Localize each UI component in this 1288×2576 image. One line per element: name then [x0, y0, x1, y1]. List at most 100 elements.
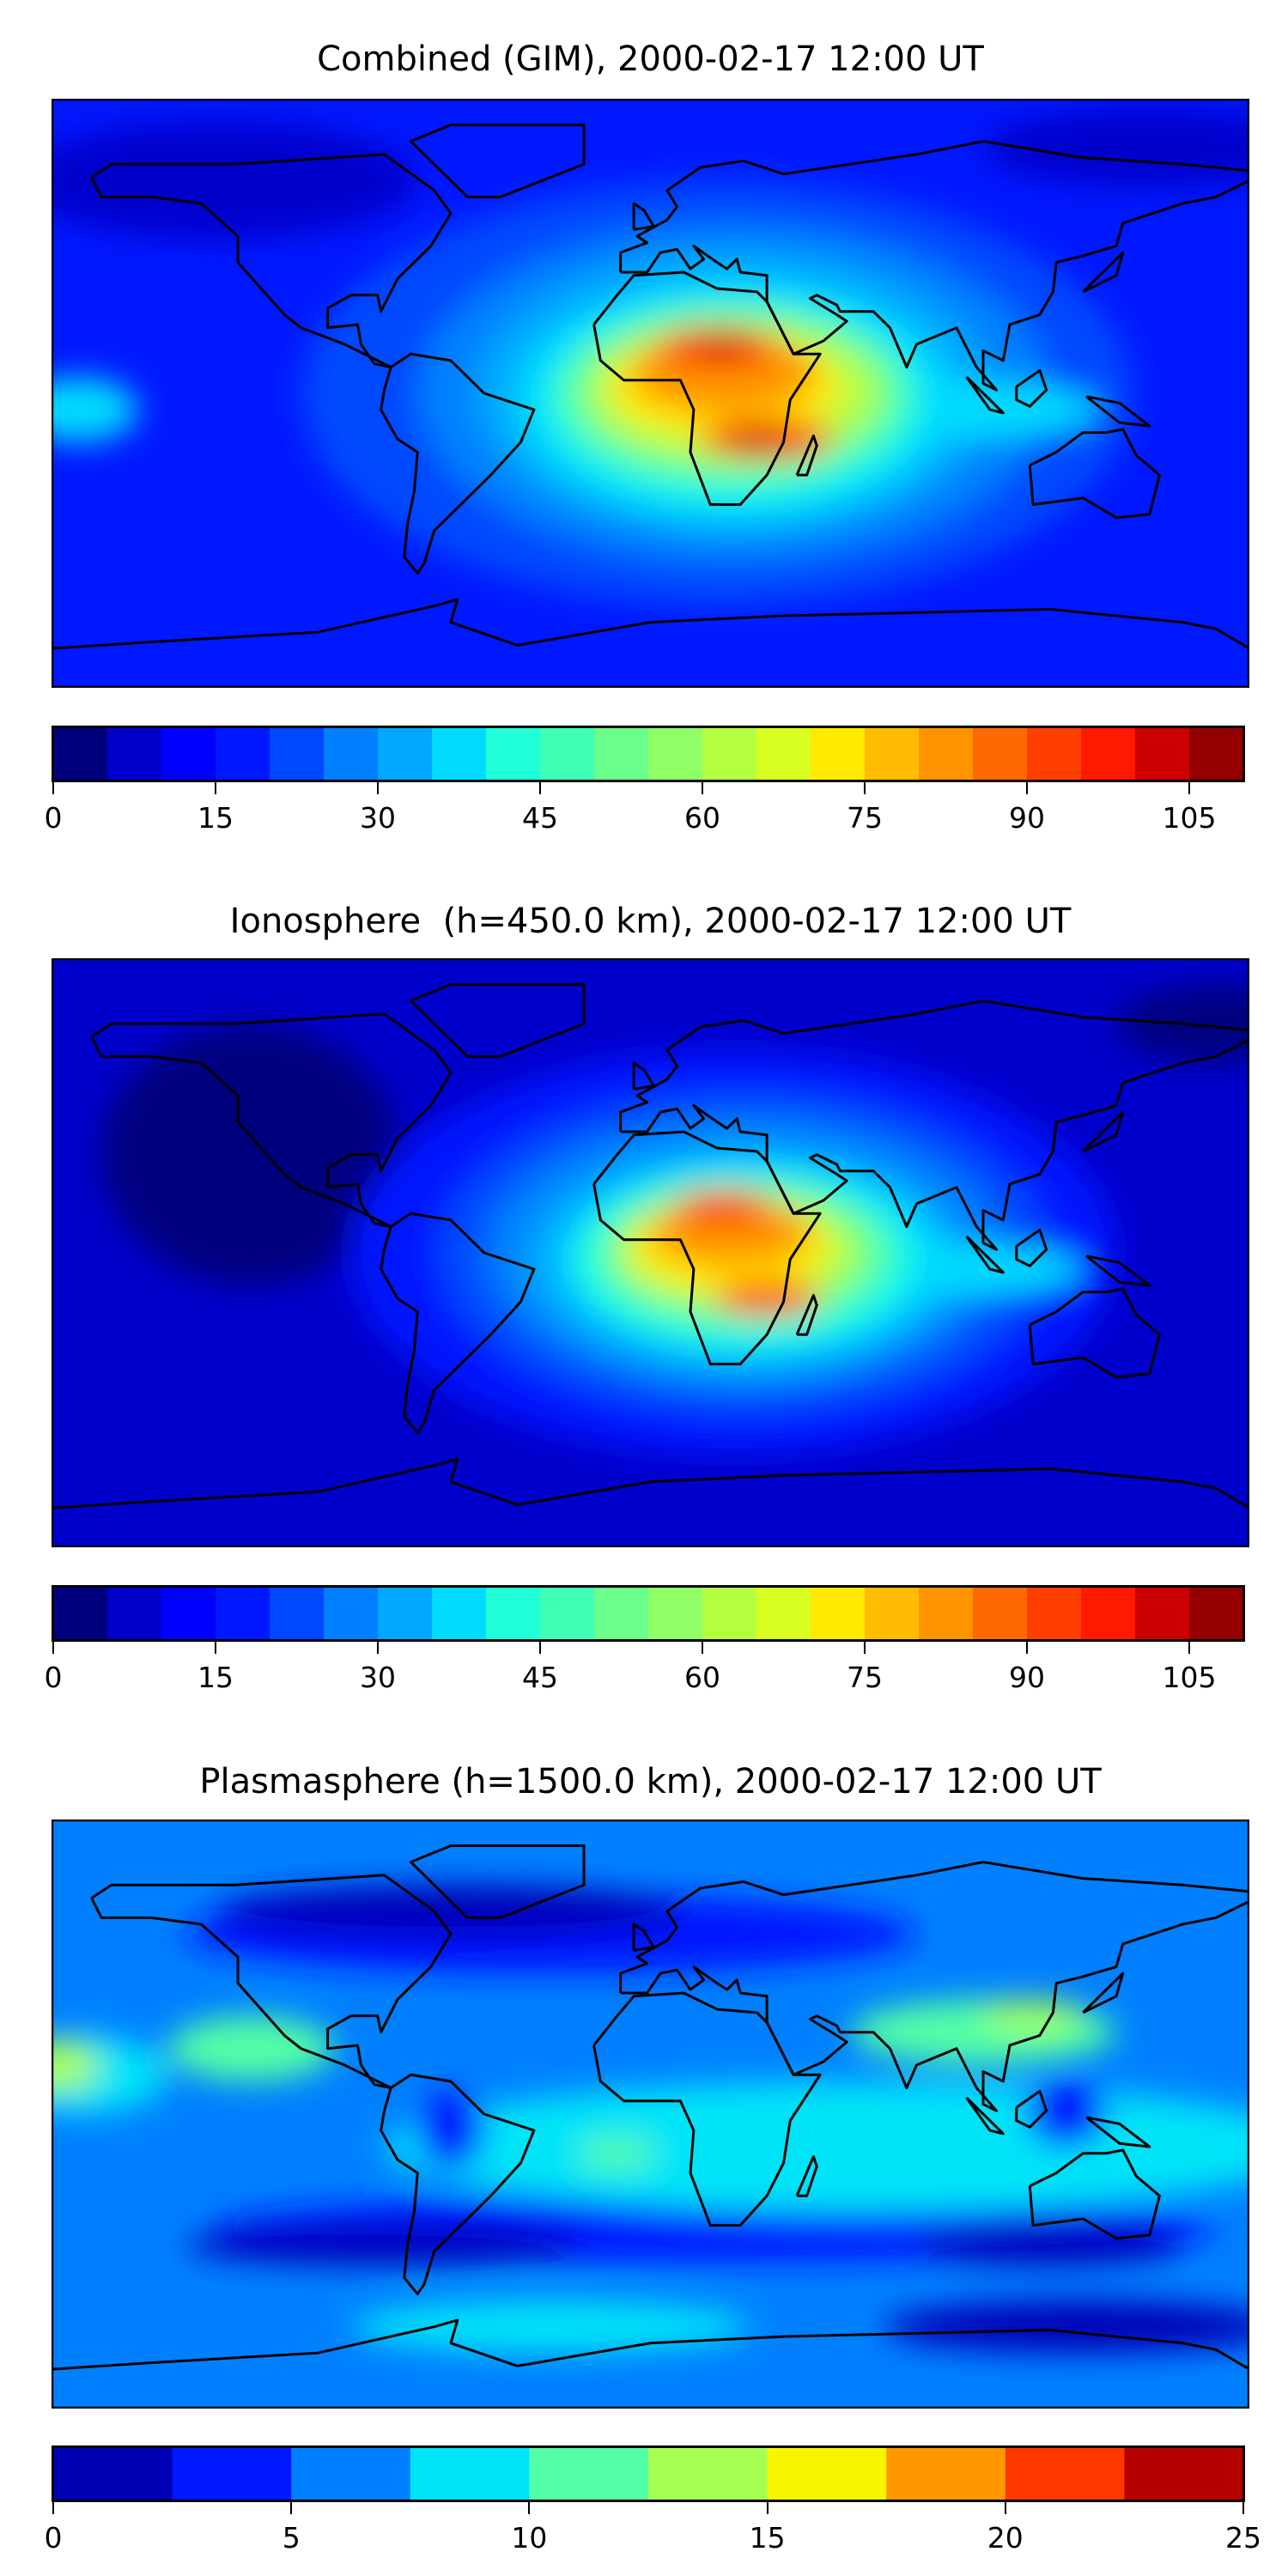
chart-title: Combined (GIM), 2000-02-17 12:00 UT [317, 39, 984, 79]
colorbar-tick-mark [864, 1642, 866, 1654]
colorbar-tick-label: 60 [684, 1661, 720, 1694]
colorbar-level [378, 1587, 433, 1640]
colorbar-level [270, 1587, 325, 1640]
colorbar-tick-label: 20 [987, 2521, 1024, 2555]
coastline-africa [592, 270, 822, 507]
colorbar-level [648, 2447, 769, 2500]
colorbar-ionosphere [52, 1585, 1245, 1642]
colorbar-level [53, 2447, 173, 2500]
colorbar-level [767, 2447, 887, 2500]
coastline-greenland [410, 123, 586, 198]
coastline-south-america [380, 1212, 536, 1435]
colorbar-level [919, 727, 974, 781]
colorbar-tick-mark [528, 2502, 531, 2514]
colorbar-level [53, 727, 108, 781]
colorbar-tick-mark [539, 1642, 541, 1654]
colorbar-level [1189, 727, 1244, 781]
colorbar-level [811, 727, 866, 781]
colorbar-level [378, 727, 433, 781]
coastline-north-america [90, 1012, 453, 1229]
contour-region [983, 108, 1249, 187]
contour-region [1026, 2081, 1107, 2148]
map-frame [52, 958, 1249, 1547]
colorbar-frame [52, 2445, 1245, 2502]
contour-region [577, 2136, 658, 2170]
coastline-japan [1082, 251, 1125, 294]
colorbar-tick-label: 15 [197, 1661, 234, 1694]
colorbar-level [529, 2447, 649, 2500]
colorbar-level [648, 1587, 703, 1640]
colorbar-level [216, 727, 270, 781]
colorbar-level [702, 727, 757, 781]
map-frame [52, 1820, 1249, 2409]
colorbar-level [1027, 727, 1082, 781]
colorbar-level [886, 2447, 1006, 2500]
colorbar-level [540, 727, 595, 781]
coastline-borneo [1015, 1228, 1048, 1267]
colorbar-level [53, 1587, 108, 1640]
colorbar-combined [52, 726, 1245, 782]
colorbar-tick-label: 45 [522, 801, 558, 835]
contour-region [350, 2300, 750, 2354]
coastline-south-america [380, 352, 536, 575]
colorbar-tick-label: 25 [1225, 2521, 1261, 2555]
coastline-australia [1028, 1287, 1161, 1379]
colorbar-level [1124, 2447, 1244, 2500]
colorbar-level [324, 727, 379, 781]
colorbar-level [1027, 1587, 1082, 1640]
colorbar-tick-label: 0 [44, 801, 63, 835]
colorbar-level [756, 1587, 811, 1640]
colorbar-tick-label: 75 [847, 801, 883, 835]
colorbar-level [594, 727, 649, 781]
chart-title: Ionosphere (h=450.0 km), 2000-02-17 12:0… [229, 902, 1072, 941]
colorbar-tick-mark [52, 782, 54, 794]
coastline-australia [1028, 2148, 1161, 2240]
coastline-madagascar [795, 1294, 818, 1336]
colorbar-tick-mark [1242, 2502, 1244, 2514]
colorbar-level [973, 1587, 1028, 1640]
coastline-eurasia [619, 999, 1249, 1132]
coastline-japan [1082, 1971, 1125, 2014]
colorbar-tick-mark [215, 782, 216, 794]
coastline-britain [632, 1923, 655, 1952]
colorbar-level [973, 727, 1028, 781]
coastline-africa [592, 1991, 822, 2227]
colorbar-frame [52, 1585, 1245, 1642]
colorbar-tick-label: 10 [511, 2521, 548, 2555]
colorbar-level [648, 727, 703, 781]
coastline-borneo [1015, 368, 1048, 408]
colorbar-tick-mark [766, 2502, 769, 2514]
colorbar-tick-label: 5 [282, 2521, 301, 2555]
coastline-antarctica [52, 1457, 1249, 1510]
contour-region [101, 1024, 401, 1286]
coastline-madagascar [795, 2155, 818, 2197]
coastline-greenland [410, 1844, 586, 1919]
contour-region [916, 2225, 1183, 2265]
tec-map-combined [52, 99, 1249, 688]
tec-map-plasmasphere [52, 1820, 1249, 2409]
colorbar-level [756, 727, 811, 781]
contour-region [690, 334, 757, 355]
colorbar-level [1189, 1587, 1244, 1640]
contour-region [983, 1999, 1084, 2032]
colorbar-tick-label: 15 [749, 2521, 786, 2555]
colorbar-tick-label: 90 [1009, 801, 1045, 835]
coastline-eurasia-south [620, 1038, 1249, 1251]
contour-region [723, 428, 791, 449]
colorbar-tick-label: 30 [360, 801, 396, 835]
colorbar-level [486, 727, 541, 781]
colorbar-level [865, 1587, 920, 1640]
contour-region [714, 1282, 821, 1315]
colorbar-tick-mark [1188, 782, 1190, 794]
coastline-eurasia-south [620, 1899, 1249, 2112]
chart-title: Plasmasphere (h=1500.0 km), 2000-02-17 1… [199, 1762, 1102, 1801]
colorbar-tick-label: 0 [44, 1661, 63, 1694]
contour-region [417, 2091, 484, 2170]
colorbar-tick-label: 0 [44, 2521, 63, 2555]
colorbar-frame [52, 726, 1245, 782]
coastline-sumatra [965, 375, 1005, 415]
colorbar-plasmasphere [52, 2445, 1245, 2502]
colorbar-level [107, 727, 162, 781]
colorbar-tick-mark [377, 782, 379, 794]
coastline-new-guinea [1085, 395, 1151, 428]
